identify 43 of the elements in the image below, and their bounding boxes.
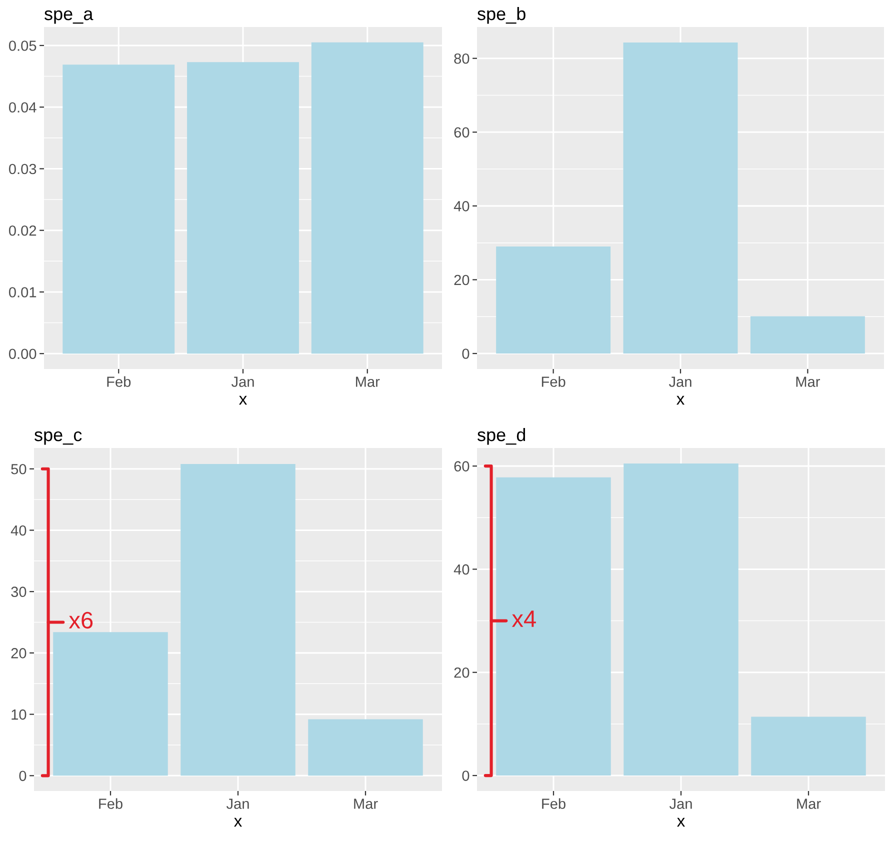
chart-title: spe_b	[478, 6, 526, 24]
y-tick-label: 50	[11, 464, 26, 474]
y-tick-label: 20	[454, 667, 470, 678]
x-tick-label: Mar	[796, 376, 820, 387]
chart-title: spe_a	[44, 10, 94, 24]
y-tick-label: 10	[12, 709, 26, 720]
x-tick-label: Mar	[354, 798, 378, 809]
annotation: x4	[512, 610, 536, 627]
x-tick-label: Mar	[356, 376, 380, 387]
x-tick-label: Jan	[231, 376, 254, 387]
x-tick-label: Feb	[542, 798, 566, 809]
y-tick-label: 0.02	[8, 225, 36, 236]
y-tick-label: 20	[11, 648, 26, 658]
y-tick-label: 30	[11, 586, 26, 598]
annotation: x6	[68, 612, 93, 629]
y-tick-label: 0	[19, 770, 26, 782]
y-tick-label: 0.01	[8, 287, 36, 298]
y-tick-label: 0.00	[8, 348, 36, 360]
x-axis-title: x	[676, 396, 684, 405]
x-tick-label: Jan	[226, 798, 249, 809]
y-tick-label: 80	[454, 53, 470, 64]
x-tick-label: Feb	[542, 376, 566, 387]
x-axis-title: x	[677, 818, 685, 827]
y-tick-label: 0.03	[8, 164, 36, 174]
y-tick-label: 0	[462, 348, 470, 359]
y-tick-label: 40	[454, 564, 470, 575]
y-tick-label: 0	[462, 770, 470, 781]
x-tick-label: Jan	[669, 798, 692, 809]
y-tick-label: 0.05	[8, 40, 36, 51]
x-tick-label: Feb	[99, 798, 122, 809]
x-axis-title: x	[239, 396, 247, 405]
x-axis-title: x	[234, 818, 242, 827]
x-tick-label: Mar	[797, 798, 821, 809]
y-tick-label: 60	[454, 127, 470, 138]
x-tick-label: Feb	[107, 376, 131, 387]
y-tick-label: 40	[454, 201, 470, 212]
y-tick-label: 40	[10, 525, 26, 536]
x-tick-label: Jan	[668, 376, 692, 387]
y-tick-label: 20	[454, 274, 470, 286]
chart-title: spe_d	[478, 428, 526, 445]
chart-title: spe_c	[34, 431, 82, 445]
y-tick-label: 0.04	[8, 102, 36, 113]
y-tick-label: 60	[454, 461, 470, 472]
